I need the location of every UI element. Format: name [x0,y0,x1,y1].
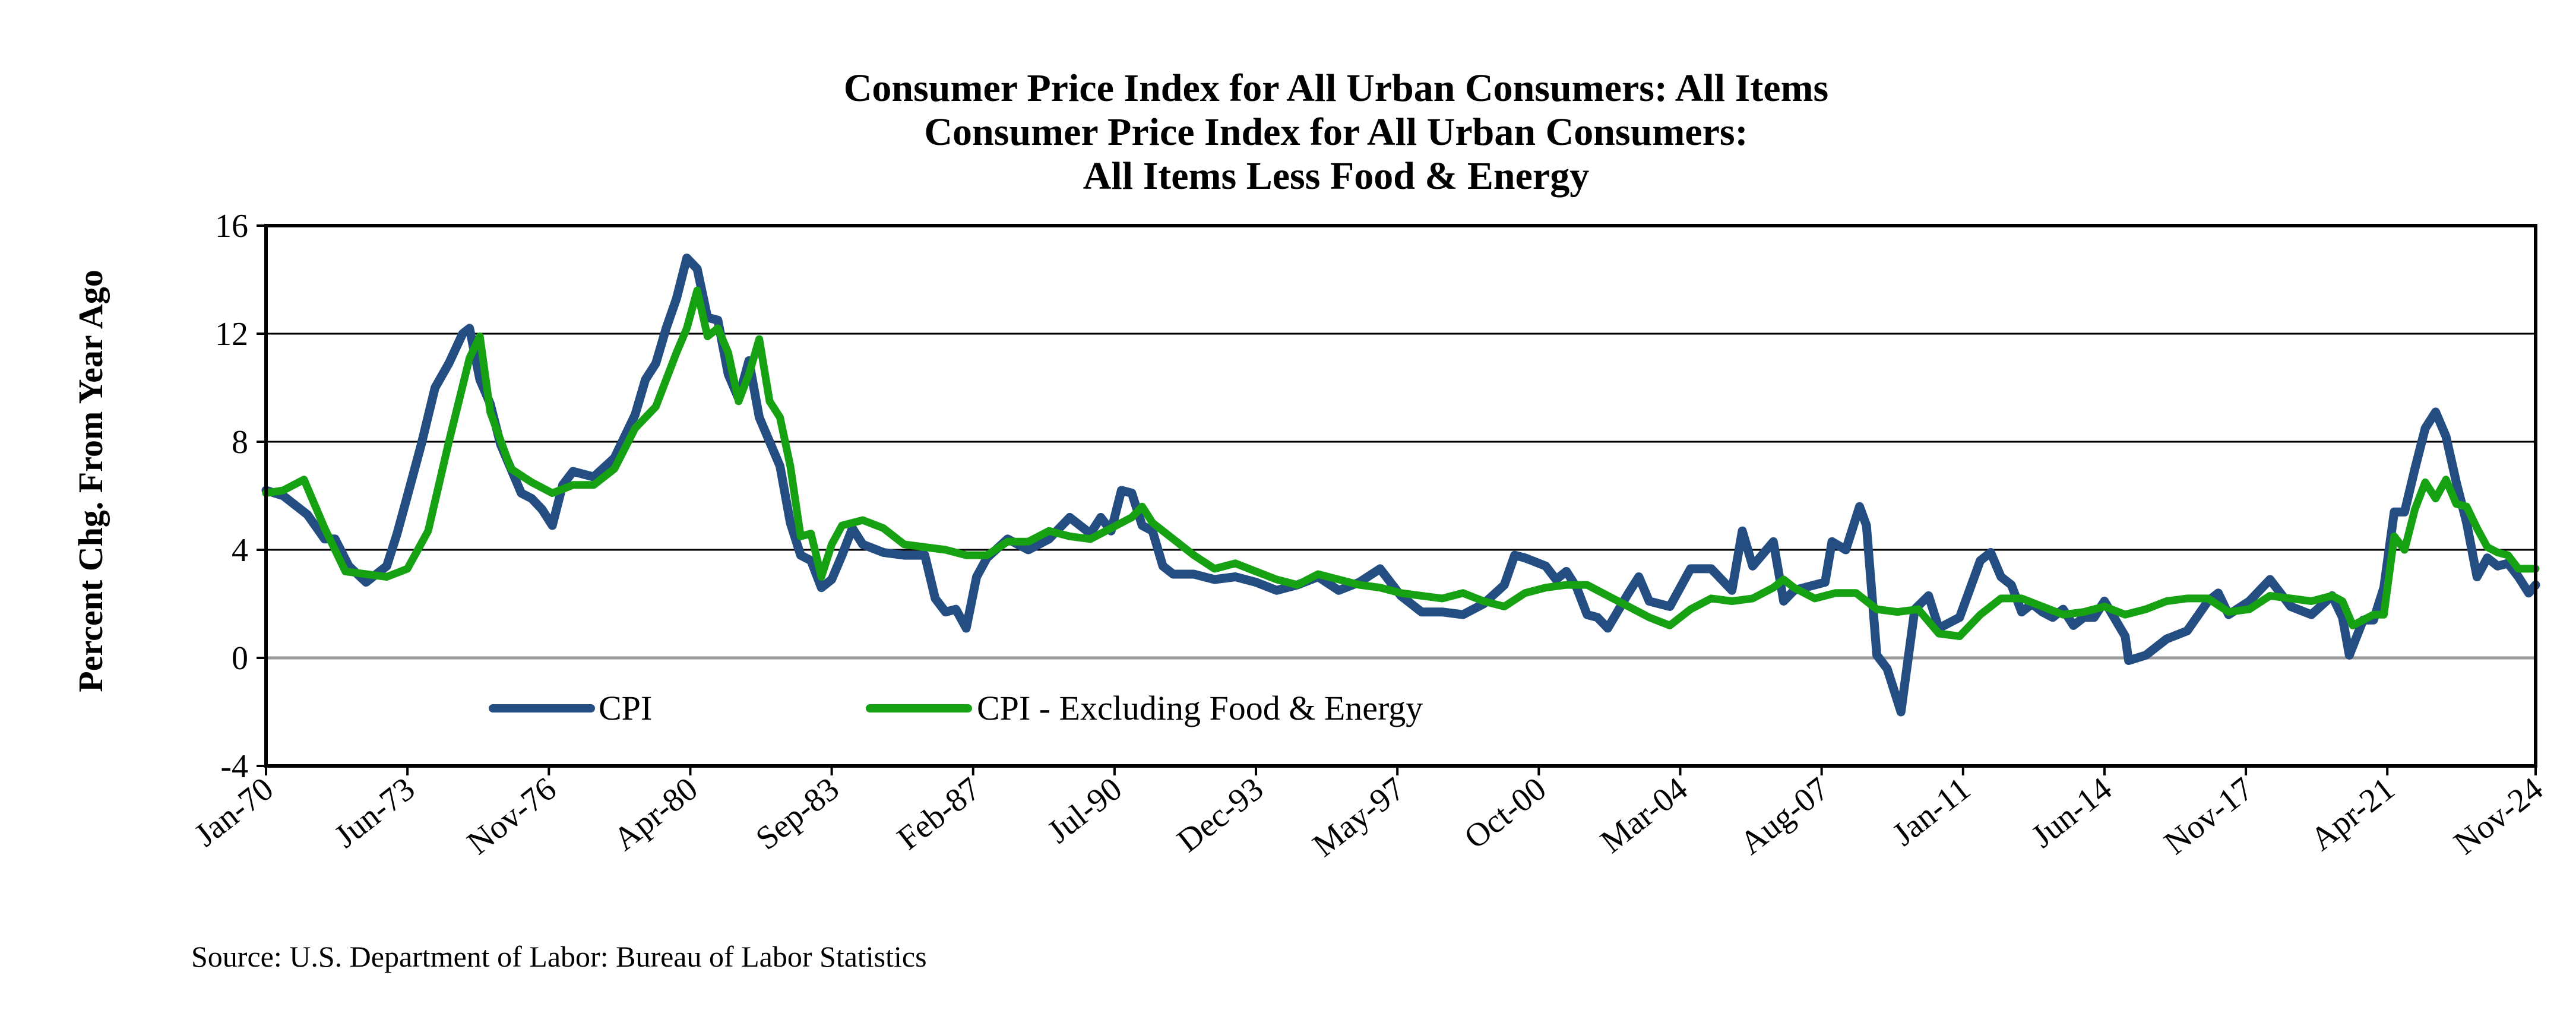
x-tick-label: Nov-76 [460,770,563,862]
x-tick-label: Nov-17 [2157,770,2260,862]
y-tick-label: -4 [220,748,248,785]
series-line-cpi [261,254,2540,717]
plot-area-border [264,224,2537,768]
title-line-1: Consumer Price Index for All Urban Consu… [844,66,1829,110]
chart-title: Consumer Price Index for All Urban Consu… [844,66,1829,198]
y-axis-ticks: -4 0 4 8 12 16 [215,208,266,785]
gridlines [266,332,2536,660]
title-line-2: Consumer Price Index for All Urban Consu… [924,110,1748,154]
x-tick-label: Jan-11 [1886,770,1977,853]
x-axis-ticks: Jan-70 Jun-73 Nov-76 Apr-80 Sep-83 Feb-87 Jul-… [188,766,2550,864]
y-tick-label: 8 [232,424,248,461]
y-tick-label: 4 [232,532,248,569]
x-tick-label: Apr-80 [607,770,705,858]
title-line-3: All Items Less Food & Energy [1083,154,1589,198]
series-line-core-cpi [262,286,2540,641]
x-tick-label: Apr-21 [2303,770,2401,858]
x-tick-label: Mar-04 [1594,770,1695,860]
y-tick-label: 0 [232,640,248,677]
x-tick-label: Sep-83 [749,770,846,857]
x-tick-label: Jun-73 [328,770,422,855]
x-tick-label: Oct-00 [1458,770,1553,856]
x-tick-label: Nov-24 [2447,770,2550,862]
x-tick-label: Dec-93 [1170,770,1270,859]
y-axis-label: Percent Chg. From Year Ago [71,270,110,692]
legend-label-core-cpi: CPI - Excluding Food & Energy [977,689,1423,727]
x-tick-label: Feb-87 [891,770,988,857]
y-tick-label: 12 [215,316,248,353]
x-tick-label: Aug-07 [1733,770,1836,862]
legend-label-cpi: CPI [599,689,652,727]
series-lines [261,254,2540,717]
x-tick-label: Jun-14 [2025,770,2119,855]
x-tick-label: May-97 [1306,770,1412,864]
y-tick-label: 16 [215,208,248,245]
source-note: Source: U.S. Department of Labor: Bureau… [191,940,927,973]
legend: CPI CPI - Excluding Food & Energy [489,689,1423,727]
x-tick-label: Jul-90 [1040,770,1128,850]
